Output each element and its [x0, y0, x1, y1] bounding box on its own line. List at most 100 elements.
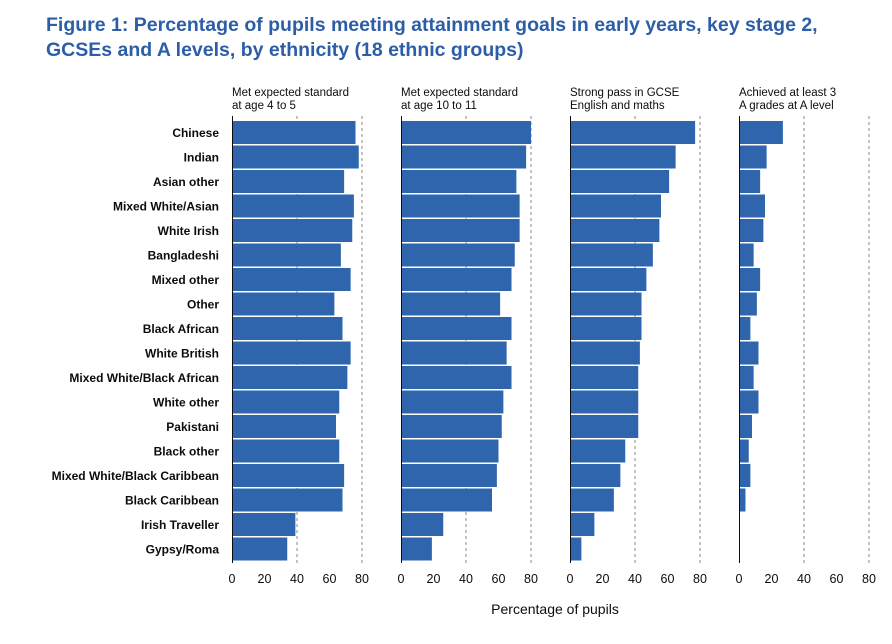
tick-label: 40	[290, 572, 304, 586]
bar	[232, 390, 340, 414]
panel-title: at age 4 to 5	[232, 100, 296, 112]
panel-title: at age 10 to 11	[401, 100, 477, 112]
category-label: Gypsy/Roma	[146, 543, 220, 557]
category-label: Other	[187, 298, 219, 312]
panel-title: Achieved at least 3	[739, 87, 836, 99]
bar	[570, 145, 676, 169]
bar	[401, 317, 512, 340]
bar	[739, 219, 764, 242]
tick-label: 40	[797, 572, 811, 586]
category-label: Asian other	[153, 175, 219, 189]
bar	[232, 439, 340, 463]
tick-label: 80	[355, 572, 369, 586]
bar	[232, 537, 288, 561]
bar	[232, 366, 348, 389]
bar	[232, 194, 354, 218]
bar	[401, 439, 499, 463]
bar	[401, 219, 520, 242]
bar	[570, 513, 595, 536]
bar	[739, 145, 767, 169]
tick-label: 20	[596, 572, 610, 586]
category-label: Black Caribbean	[125, 494, 219, 508]
bar	[570, 537, 582, 561]
bar	[739, 170, 761, 193]
category-label: White other	[153, 396, 219, 410]
panel-title: A grades at A level	[739, 100, 834, 112]
bar	[232, 268, 351, 291]
tick-label: 60	[661, 572, 675, 586]
bar	[570, 219, 660, 242]
bar	[401, 537, 432, 561]
bar	[232, 170, 345, 193]
bar	[401, 488, 492, 512]
chart-title: Figure 1: Percentage of pupils meeting a…	[46, 14, 818, 61]
category-label: Mixed other	[152, 273, 220, 287]
bar	[401, 464, 497, 487]
bar	[401, 513, 444, 536]
bar	[401, 341, 507, 365]
bar	[570, 341, 640, 365]
bar	[232, 464, 345, 487]
category-label: Mixed White/Black African	[69, 371, 219, 385]
bar	[570, 121, 696, 144]
bar	[401, 145, 527, 169]
tick-label: 80	[524, 572, 538, 586]
bar	[570, 194, 661, 218]
chart-panels: Met expected standard at age 4 to 5 0 20 40 6…	[229, 87, 876, 586]
bar	[401, 292, 501, 316]
bar	[401, 366, 512, 389]
category-label: Mixed White/Asian	[113, 200, 219, 214]
bar	[739, 415, 752, 438]
tick-label: 0	[736, 572, 743, 586]
bar	[570, 243, 653, 267]
panel: Achieved at least 3A grades at A level 0 2…	[736, 87, 876, 586]
tick-label: 60	[830, 572, 844, 586]
bar	[570, 268, 647, 291]
category-label: Irish Traveller	[141, 518, 219, 532]
panel-title: Strong pass in GCSE	[570, 87, 680, 99]
bar	[739, 390, 759, 414]
bar	[739, 121, 783, 144]
bar	[570, 317, 642, 340]
bar	[232, 317, 343, 340]
bar	[232, 121, 356, 144]
tick-label: 40	[628, 572, 642, 586]
bar	[232, 145, 359, 169]
bar	[232, 292, 335, 316]
bar	[570, 464, 621, 487]
category-labels: Chinese Indian Asian other Mixed White/Asia…	[52, 126, 220, 557]
category-label: Pakistani	[166, 420, 219, 434]
bar	[739, 464, 751, 487]
tick-label: 20	[765, 572, 779, 586]
bar	[232, 219, 353, 242]
bar	[570, 170, 670, 193]
bar	[739, 194, 765, 218]
tick-label: 60	[492, 572, 506, 586]
bar	[401, 415, 502, 438]
bar	[232, 341, 351, 365]
tick-label: 20	[258, 572, 272, 586]
bar	[570, 488, 614, 512]
tick-label: 40	[459, 572, 473, 586]
category-label: White Irish	[158, 224, 219, 238]
bar	[232, 488, 343, 512]
bar	[739, 439, 749, 463]
bar	[570, 390, 639, 414]
tick-label: 0	[398, 572, 405, 586]
bar	[570, 415, 639, 438]
tick-label: 0	[567, 572, 574, 586]
bar	[401, 390, 504, 414]
category-label: Bangladeshi	[148, 249, 219, 263]
bar	[739, 488, 746, 512]
tick-label: 0	[229, 572, 236, 586]
category-label: Black other	[154, 445, 220, 459]
panel-title: Met expected standard	[401, 87, 518, 99]
bar	[401, 268, 512, 291]
bar	[739, 341, 759, 365]
bar	[401, 121, 531, 144]
bar	[739, 366, 754, 389]
category-label: White British	[145, 347, 219, 361]
